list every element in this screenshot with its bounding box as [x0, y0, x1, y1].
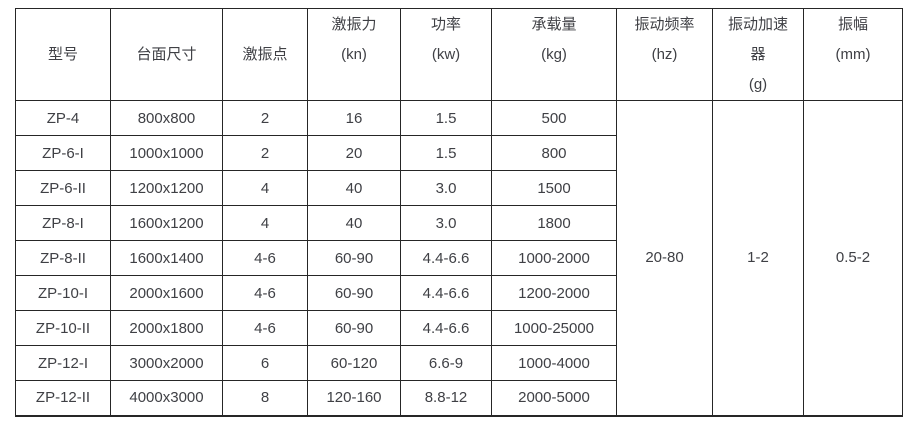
cell-capacity: 1800: [491, 205, 617, 241]
cell-model: ZP-10-II: [15, 310, 111, 346]
header-frequency: 振动频率 (hz): [616, 8, 713, 101]
cell-capacity: 500: [491, 100, 617, 136]
cell-power: 4.4-6.6: [400, 310, 492, 346]
header-frequency-label: 振动频率: [634, 15, 695, 33]
cell-points: 4: [222, 205, 308, 241]
table-row: ZP-8-II 1600x1400 4-6 60-90 4.4-6.6 1000…: [15, 240, 903, 276]
cell-model: ZP-6-II: [15, 170, 111, 206]
cell-accelerator-merged: 1-2: [712, 100, 804, 416]
cell-size: 2000x1800: [110, 310, 223, 346]
header-size: 台面尺寸: [110, 8, 223, 101]
cell-force: 40: [307, 170, 401, 206]
cell-model: ZP-12-I: [15, 345, 111, 381]
header-power-label: 功率: [430, 15, 461, 33]
cell-force: 60-90: [307, 275, 401, 311]
cell-force: 120-160: [307, 380, 401, 417]
cell-size: 4000x3000: [110, 380, 223, 417]
cell-force: 16: [307, 100, 401, 136]
header-power: 功率 (kw): [400, 8, 492, 101]
cell-size: 1600x1200: [110, 205, 223, 241]
cell-power: 6.6-9: [400, 345, 492, 381]
cell-force: 60-90: [307, 240, 401, 276]
spec-table: 型号 台面尺寸 激振点 激振力 (kn) 功率 (kw) 承载量 (kg): [15, 8, 903, 417]
header-size-label: 台面尺寸: [136, 45, 197, 63]
cell-points: 4-6: [222, 310, 308, 346]
header-spacer: [806, 70, 900, 100]
header-amplitude-label: 振幅: [837, 15, 868, 33]
cell-power: 3.0: [400, 205, 492, 241]
header-frequency-unit: (hz): [651, 45, 678, 63]
cell-size: 1600x1400: [110, 240, 223, 276]
header-capacity: 承载量 (kg): [491, 8, 617, 101]
header-model-label: 型号: [47, 45, 78, 63]
header-model: 型号: [15, 8, 111, 101]
header-amplitude: 振幅 (mm): [803, 8, 903, 101]
cell-points: 8: [222, 380, 308, 417]
cell-force: 40: [307, 205, 401, 241]
cell-points: 4-6: [222, 240, 308, 276]
cell-model: ZP-10-I: [15, 275, 111, 311]
cell-points: 4: [222, 170, 308, 206]
header-force-label: 激振力: [331, 15, 377, 33]
cell-force: 20: [307, 135, 401, 171]
header-points: 激振点: [222, 8, 308, 101]
cell-model: ZP-6-I: [15, 135, 111, 171]
cell-points: 6: [222, 345, 308, 381]
cell-power: 1.5: [400, 135, 492, 171]
header-power-unit: (kw): [431, 45, 461, 63]
header-row: 型号 台面尺寸 激振点 激振力 (kn) 功率 (kw) 承载量 (kg): [15, 8, 903, 101]
header-accelerator-unit: (g): [748, 75, 768, 93]
cell-model: ZP-8-I: [15, 205, 111, 241]
header-spacer: [310, 70, 398, 100]
cell-capacity: 800: [491, 135, 617, 171]
table-row: ZP-10-II 2000x1800 4-6 60-90 4.4-6.6 100…: [15, 310, 903, 346]
cell-power: 1.5: [400, 100, 492, 136]
cell-power: 4.4-6.6: [400, 240, 492, 276]
cell-size: 3000x2000: [110, 345, 223, 381]
cell-force: 60-90: [307, 310, 401, 346]
table-row: ZP-12-II 4000x3000 8 120-160 8.8-12 2000…: [15, 380, 903, 417]
cell-points: 2: [222, 100, 308, 136]
cell-force: 60-120: [307, 345, 401, 381]
table-row: ZP-12-I 3000x2000 6 60-120 6.6-9 1000-40…: [15, 345, 903, 381]
header-accelerator-label2: 器: [750, 45, 766, 63]
cell-capacity: 1200-2000: [491, 275, 617, 311]
cell-amplitude-merged: 0.5-2: [803, 100, 903, 416]
cell-capacity: 1500: [491, 170, 617, 206]
header-capacity-unit: (kg): [541, 45, 567, 63]
header-points-label: 激振点: [242, 45, 288, 63]
cell-size: 2000x1600: [110, 275, 223, 311]
cell-size: 1200x1200: [110, 170, 223, 206]
cell-capacity: 1000-2000: [491, 240, 617, 276]
cell-model: ZP-4: [15, 100, 111, 136]
table-row: ZP-6-I 1000x1000 2 20 1.5 800: [15, 135, 903, 171]
header-accelerator-label: 振动加速: [727, 15, 788, 33]
header-amplitude-unit: (mm): [835, 45, 871, 63]
cell-model: ZP-12-II: [15, 380, 111, 417]
header-force: 激振力 (kn): [307, 8, 401, 101]
spec-table-container: 型号 台面尺寸 激振点 激振力 (kn) 功率 (kw) 承载量 (kg): [15, 8, 903, 417]
header-spacer: [619, 70, 710, 100]
cell-points: 4-6: [222, 275, 308, 311]
cell-frequency-merged: 20-80: [616, 100, 713, 416]
cell-capacity: 1000-25000: [491, 310, 617, 346]
cell-capacity: 2000-5000: [491, 380, 617, 417]
header-accelerator: 振动加速 器 (g): [712, 8, 804, 101]
cell-power: 4.4-6.6: [400, 275, 492, 311]
header-spacer: [494, 70, 614, 100]
cell-size: 1000x1000: [110, 135, 223, 171]
cell-model: ZP-8-II: [15, 240, 111, 276]
cell-power: 3.0: [400, 170, 492, 206]
cell-points: 2: [222, 135, 308, 171]
header-spacer: [403, 70, 489, 100]
header-force-unit: (kn): [341, 45, 367, 63]
cell-capacity: 1000-4000: [491, 345, 617, 381]
cell-power: 8.8-12: [400, 380, 492, 417]
table-row: ZP-4 800x800 2 16 1.5 500 20-80 1-2 0.5-…: [15, 100, 903, 416]
header-capacity-label: 承载量: [531, 15, 577, 33]
table-row: ZP-8-I 1600x1200 4 40 3.0 1800: [15, 205, 903, 241]
table-row: ZP-6-II 1200x1200 4 40 3.0 1500: [15, 170, 903, 206]
cell-size: 800x800: [110, 100, 223, 136]
